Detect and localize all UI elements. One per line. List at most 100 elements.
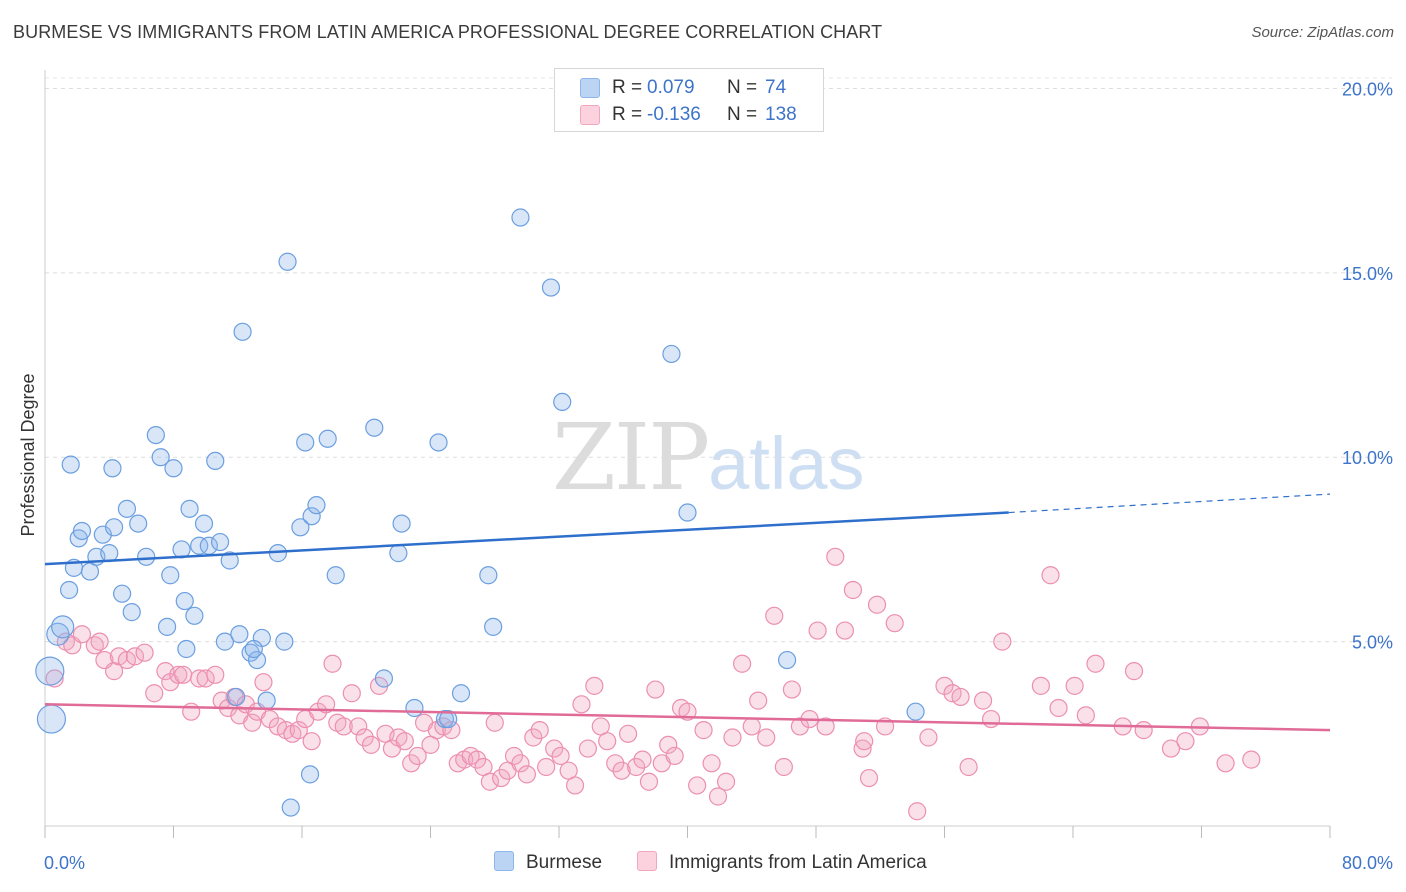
burmese-point — [906, 702, 925, 721]
grid-lines — [45, 77, 1392, 643]
latin-point — [694, 721, 713, 740]
burmese-point — [59, 580, 79, 600]
latin-point — [606, 754, 625, 773]
burmese-point — [678, 503, 697, 522]
y-tick-label: 5.0% — [1352, 633, 1393, 653]
burmese-point — [72, 521, 92, 541]
latin-point — [145, 684, 164, 703]
tick-labels: 5.0% 10.0% 15.0% 20.0% 0.0% 80.0% — [44, 79, 1393, 873]
latin-point — [1176, 732, 1195, 751]
latin-point — [1031, 676, 1050, 695]
latin-point — [565, 776, 585, 795]
burmese-point — [185, 606, 204, 625]
axes — [44, 70, 1331, 838]
y-axis-label: Professional Degree — [18, 373, 38, 536]
latin-point — [618, 724, 638, 743]
burmese-point — [374, 669, 394, 688]
n-label: N = — [727, 77, 758, 98]
latin-point — [826, 547, 845, 566]
burmese-point — [541, 278, 561, 297]
burmese-point — [206, 451, 225, 471]
n-label: N = — [727, 104, 758, 125]
latin-point — [716, 772, 736, 791]
latin-trend-line — [44, 703, 1331, 732]
latin-point — [480, 772, 500, 791]
latin-point — [316, 695, 336, 714]
r-value: 0.079 — [647, 77, 695, 98]
latin-point — [835, 621, 855, 640]
burmese-point — [392, 514, 411, 533]
latin-point — [959, 757, 978, 777]
latin-point — [442, 721, 461, 740]
latin-point — [659, 735, 678, 754]
burmese-point — [281, 798, 300, 817]
latin-point — [816, 717, 835, 736]
burmese-trend-extension — [1008, 493, 1331, 514]
latin-point — [72, 625, 92, 644]
latin-point — [843, 580, 863, 600]
burmese-point — [511, 208, 530, 227]
latin-point — [182, 702, 201, 721]
burmese-point — [662, 344, 681, 364]
latin-point — [323, 654, 342, 673]
y-tick-label: 10.0% — [1342, 448, 1393, 468]
latin-point — [334, 717, 353, 736]
burmese-point — [291, 518, 310, 537]
burmese-trend-line — [44, 511, 1009, 566]
burmese-point — [365, 418, 384, 437]
latin-point — [578, 739, 598, 758]
latin-point — [174, 665, 193, 684]
burmese-point — [194, 514, 214, 533]
latin-point — [733, 654, 752, 673]
latin-point — [342, 684, 361, 703]
burmese-point — [103, 459, 122, 478]
burmese-point — [484, 617, 503, 636]
latin-point — [361, 735, 381, 754]
burmese-point — [220, 551, 239, 570]
n-value: 74 — [765, 77, 787, 98]
burmese-point — [275, 632, 294, 651]
latin-point — [908, 802, 927, 821]
burmese-points — [35, 208, 925, 817]
latin-point — [993, 632, 1012, 651]
latin-point — [765, 606, 784, 625]
latin-point — [867, 595, 887, 614]
latin-point — [517, 765, 536, 784]
burmese-point — [233, 322, 252, 341]
burmese-point — [479, 566, 498, 585]
latin-point — [708, 787, 728, 806]
burmese-point — [429, 433, 448, 452]
latin-point — [633, 750, 652, 769]
burmese-point — [777, 650, 797, 670]
latin-america-points — [45, 547, 1261, 821]
latin-point — [774, 757, 793, 777]
latin-swatch-icon — [637, 851, 657, 871]
latin-point — [1161, 739, 1181, 758]
burmese-point — [112, 584, 132, 603]
latin-point — [742, 717, 761, 736]
burmese-point — [100, 544, 119, 563]
legend-label-burmese: Burmese — [526, 852, 603, 873]
latin-point — [626, 757, 646, 777]
burmese-point — [227, 687, 246, 707]
source-label: Source: ZipAtlas.com — [1251, 24, 1394, 41]
latin-point — [885, 614, 904, 633]
latin-point — [254, 673, 273, 692]
latin-swatch-icon — [580, 105, 600, 125]
latin-point — [1216, 754, 1235, 773]
latin-point — [545, 739, 564, 758]
x-tick-label: 80.0% — [1342, 853, 1393, 873]
latin-point — [639, 772, 659, 791]
burmese-point — [257, 691, 276, 710]
latin-point — [206, 665, 225, 684]
latin-point — [289, 721, 308, 740]
y-tick-label: 20.0% — [1342, 79, 1393, 99]
latin-point — [749, 691, 768, 710]
latin-point — [808, 621, 827, 640]
latin-point — [125, 647, 145, 666]
latin-point — [859, 768, 879, 788]
latin-point — [981, 709, 1001, 729]
latin-point — [598, 732, 617, 751]
latin-point — [467, 750, 487, 769]
burmese-point — [215, 632, 234, 651]
